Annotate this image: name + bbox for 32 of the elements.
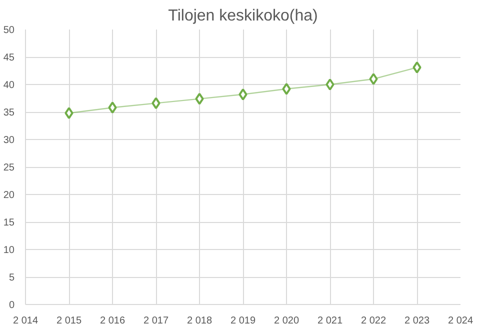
y-tick-label: 10 <box>3 245 15 256</box>
x-tick-label: 2 024 <box>448 316 474 326</box>
point <box>64 107 74 120</box>
point <box>238 88 248 100</box>
y-tick-label: 30 <box>3 135 15 146</box>
y-tick-label: 45 <box>3 52 15 64</box>
y-tick-label: 5 <box>8 272 15 284</box>
y-tick-label: 35 <box>3 108 15 118</box>
point <box>108 102 117 114</box>
point <box>282 82 291 95</box>
x-tick-label: 2 018 <box>186 316 212 326</box>
x-tick-label: 2 020 <box>274 316 300 326</box>
point <box>369 73 378 85</box>
point <box>412 61 422 74</box>
y-tick-label: 50 <box>3 25 15 36</box>
y-tick-label: 20 <box>3 190 15 201</box>
y-tick-label: 40 <box>3 80 15 91</box>
x-tick-label: 2 019 <box>230 316 256 326</box>
y-tick-label: 25 <box>3 162 15 174</box>
point <box>326 78 334 90</box>
x-tick-label: 2 021 <box>317 316 343 326</box>
x-tick-label: 2 016 <box>100 316 126 326</box>
x-tick-label: 2 022 <box>360 316 386 326</box>
point <box>152 97 160 110</box>
y-tick-label: 15 <box>3 218 15 228</box>
x-tick-label: 2 023 <box>404 316 430 326</box>
x-tick-label: 2 015 <box>56 316 82 326</box>
y-tick-label: 0 <box>8 300 15 311</box>
x-tick-label: 2 017 <box>143 316 169 326</box>
point <box>195 92 204 105</box>
chart-title: Tilojen keskikoko(ha) <box>168 8 318 24</box>
x-tick-label: 2 014 <box>12 316 38 326</box>
